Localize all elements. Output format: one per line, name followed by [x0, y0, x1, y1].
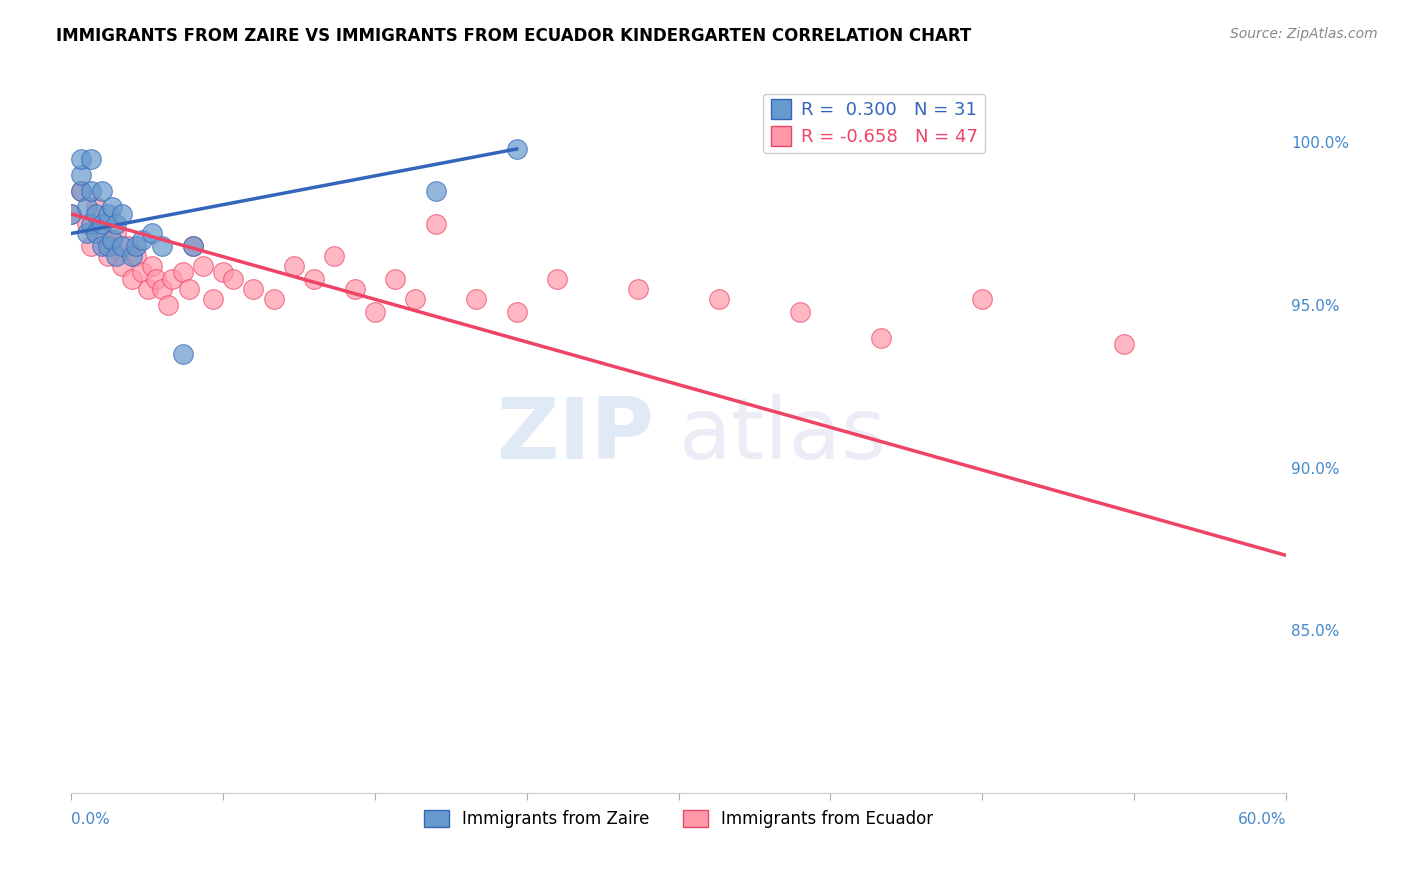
Point — [972, 292, 994, 306]
Point — [384, 272, 406, 286]
Point — [364, 304, 387, 318]
Point — [141, 227, 163, 241]
Point — [84, 201, 107, 215]
Point — [100, 239, 122, 253]
Point — [425, 217, 447, 231]
Point — [100, 233, 122, 247]
Point — [212, 265, 235, 279]
Point — [80, 217, 103, 231]
Point — [505, 142, 527, 156]
Point — [60, 207, 83, 221]
Point — [157, 298, 180, 312]
Point — [707, 292, 730, 306]
Point — [302, 272, 325, 286]
Point — [546, 272, 568, 286]
Point — [125, 239, 148, 253]
Text: 0.0%: 0.0% — [72, 812, 110, 827]
Point — [121, 249, 143, 263]
Point — [70, 184, 93, 198]
Point — [263, 292, 285, 306]
Text: atlas: atlas — [679, 393, 887, 476]
Point — [111, 259, 134, 273]
Point — [121, 272, 143, 286]
Point — [145, 272, 167, 286]
Point — [97, 207, 120, 221]
Point — [172, 265, 194, 279]
Point — [104, 217, 127, 231]
Point — [70, 168, 93, 182]
Point — [84, 207, 107, 221]
Point — [100, 201, 122, 215]
Point — [141, 259, 163, 273]
Point — [131, 233, 153, 247]
Point — [465, 292, 488, 306]
Point — [201, 292, 224, 306]
Point — [136, 282, 159, 296]
Point — [60, 207, 83, 221]
Point — [111, 239, 134, 253]
Point — [76, 227, 98, 241]
Point — [627, 282, 650, 296]
Point — [70, 152, 93, 166]
Point — [84, 227, 107, 241]
Text: IMMIGRANTS FROM ZAIRE VS IMMIGRANTS FROM ECUADOR KINDERGARTEN CORRELATION CHART: IMMIGRANTS FROM ZAIRE VS IMMIGRANTS FROM… — [56, 27, 972, 45]
Point — [1234, 802, 1257, 816]
Point — [177, 282, 200, 296]
Point — [76, 217, 98, 231]
Point — [90, 227, 112, 241]
Point — [172, 347, 194, 361]
Point — [117, 239, 139, 253]
Point — [90, 217, 112, 231]
Point — [131, 265, 153, 279]
Text: ZIP: ZIP — [496, 393, 654, 476]
Point — [150, 239, 173, 253]
Point — [505, 304, 527, 318]
Point — [97, 249, 120, 263]
Point — [76, 201, 98, 215]
Point — [404, 292, 426, 306]
Point — [870, 330, 893, 344]
Text: 60.0%: 60.0% — [1237, 812, 1286, 827]
Point — [323, 249, 346, 263]
Point — [90, 184, 112, 198]
Point — [80, 184, 103, 198]
Point — [80, 239, 103, 253]
Point — [191, 259, 214, 273]
Point — [181, 239, 204, 253]
Point — [425, 184, 447, 198]
Point — [104, 227, 127, 241]
Point — [111, 207, 134, 221]
Text: Source: ZipAtlas.com: Source: ZipAtlas.com — [1230, 27, 1378, 41]
Point — [90, 239, 112, 253]
Point — [162, 272, 184, 286]
Point — [70, 184, 93, 198]
Point — [1112, 337, 1135, 351]
Legend: Immigrants from Zaire, Immigrants from Ecuador: Immigrants from Zaire, Immigrants from E… — [418, 803, 941, 834]
Point — [104, 249, 127, 263]
Point — [242, 282, 264, 296]
Point — [150, 282, 173, 296]
Point — [283, 259, 305, 273]
Point — [97, 239, 120, 253]
Point — [80, 152, 103, 166]
Point — [125, 249, 148, 263]
Point — [181, 239, 204, 253]
Point — [343, 282, 366, 296]
Point — [789, 304, 811, 318]
Point — [222, 272, 245, 286]
